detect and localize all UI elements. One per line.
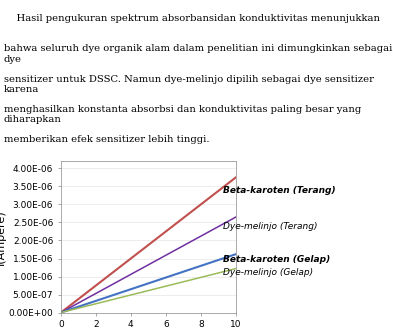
Text: bahwa seluruh dye organik alam dalam penelitian ini dimungkinkan sebagai dye: bahwa seluruh dye organik alam dalam pen… — [4, 44, 392, 64]
Y-axis label: I(Ampere): I(Ampere) — [0, 209, 6, 265]
Text: menghasilkan konstanta absorbsi dan konduktivitas paling besar yang diharapkan: menghasilkan konstanta absorbsi dan kond… — [4, 105, 361, 124]
Text: memberikan efek sensitizer lebih tinggi.: memberikan efek sensitizer lebih tinggi. — [4, 135, 209, 144]
Text: Beta-karoten (Terang): Beta-karoten (Terang) — [223, 186, 336, 195]
Text: Beta-karoten (Gelap): Beta-karoten (Gelap) — [223, 255, 331, 264]
Text: Dye-melinjo (Gelap): Dye-melinjo (Gelap) — [223, 268, 313, 277]
Text: Hasil pengukuran spektrum absorbansidan konduktivitas menunjukkan: Hasil pengukuran spektrum absorbansidan … — [4, 14, 380, 23]
Text: sensitizer untuk DSSC. Namun dye-melinjo dipilih sebagai dye sensitizer karena: sensitizer untuk DSSC. Namun dye-melinjo… — [4, 75, 374, 94]
Text: Dye-melinjo (Terang): Dye-melinjo (Terang) — [223, 222, 318, 231]
